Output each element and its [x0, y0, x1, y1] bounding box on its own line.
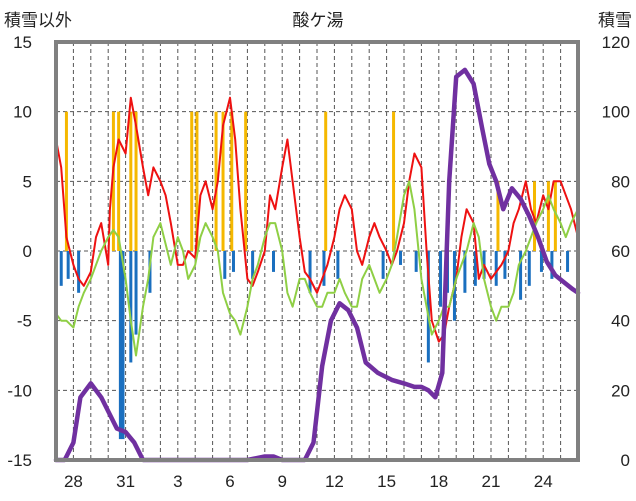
snowfall-bar [496, 181, 500, 251]
precipitation-bar [231, 251, 235, 272]
temperature-line [55, 96, 579, 343]
snowfall-bar [221, 111, 225, 252]
precipitation-bar [503, 251, 507, 279]
precipitation-bar [463, 251, 467, 293]
snowfall-bar [195, 111, 199, 252]
chart-title: 酸ケ湯 [293, 11, 344, 31]
snowfall-bar [230, 111, 234, 252]
left-tick-label: 0 [23, 242, 32, 261]
x-tick-label: 21 [482, 472, 501, 491]
precipitation-bar [59, 251, 63, 286]
left-tick-label: -10 [7, 381, 32, 400]
precipitation-bar [322, 251, 326, 286]
precipitation-bar [494, 251, 498, 286]
precipitation-bar [272, 251, 275, 272]
precipitation-bar [308, 251, 312, 293]
precipitation-bar [414, 251, 418, 272]
x-tick-label: 9 [277, 472, 286, 491]
precipitation-bar [129, 251, 133, 363]
right-tick-label: 80 [611, 172, 630, 191]
snowfall-bar [553, 181, 557, 251]
right-tick-label: 20 [611, 381, 630, 400]
x-tick-label: 18 [429, 472, 448, 491]
left-tick-label: -15 [7, 451, 32, 470]
x-tick-label: 15 [377, 472, 396, 491]
x-tick-label: 24 [534, 472, 553, 491]
left-tick-label: -5 [17, 312, 32, 331]
temperature_secondary-line [55, 180, 579, 357]
left-tick-label: 15 [13, 33, 32, 52]
x-tick-label: 31 [116, 472, 135, 491]
x-tick-label: 6 [225, 472, 234, 491]
snowfall-bar [64, 111, 68, 252]
x-tick-label: 28 [64, 472, 83, 491]
plot-frame [54, 40, 580, 462]
line-series [53, 67, 581, 463]
snowfall-bar [134, 111, 138, 252]
snow_depth-line [53, 67, 581, 463]
precipitation-bar [439, 251, 443, 307]
precipitation-bar [473, 251, 477, 286]
snowfall-bar [546, 181, 550, 251]
precipitation-bar [336, 251, 340, 279]
snowfall-bar [214, 111, 218, 252]
precipitation-bar [118, 251, 122, 440]
left-tick-label: 10 [13, 103, 32, 122]
grid-lines [56, 42, 578, 460]
snowfall-bar [190, 111, 194, 252]
precipitation-bar [399, 251, 403, 265]
precipitation-bar [519, 251, 523, 300]
snowfall-bar [117, 111, 121, 252]
tick-labels: 15 10 5 0 -5 -10 -15 120 100 80 60 40 20 0 28 31 3 6 9 12 15… [7, 33, 630, 491]
x-tick-label: 3 [173, 472, 182, 491]
precipitation-bar [134, 251, 138, 335]
precipitation-bar [527, 251, 531, 286]
left-axis-label: 積雪以外 [4, 11, 72, 31]
right-tick-label: 120 [602, 33, 630, 52]
right-tick-label: 40 [611, 312, 630, 331]
right-tick-label: 100 [602, 103, 630, 122]
precipitation-bar [539, 251, 543, 272]
right-tick-label: 0 [621, 451, 630, 470]
precipitation-bar [550, 251, 554, 279]
precipitation-bar [381, 251, 385, 279]
snowfall-bar [244, 111, 248, 252]
precipitation-bar [77, 251, 81, 293]
x-tick-label: 12 [325, 472, 344, 491]
snowfall-bar [392, 111, 396, 252]
precipitation-bar [566, 251, 570, 272]
snowfall-bar [129, 111, 133, 252]
precipitation-bar [223, 251, 227, 279]
precipitation-bar [426, 251, 430, 363]
precipitation-bar [66, 251, 70, 279]
precipitation-bar [251, 251, 255, 279]
precipitation-bar [121, 251, 125, 440]
left-tick-label: 5 [23, 172, 32, 191]
snowfall-bar [111, 111, 115, 252]
right-tick-label: 60 [611, 242, 630, 261]
snowfall-bar [324, 111, 328, 252]
right-axis-label: 積雪 [598, 11, 632, 31]
